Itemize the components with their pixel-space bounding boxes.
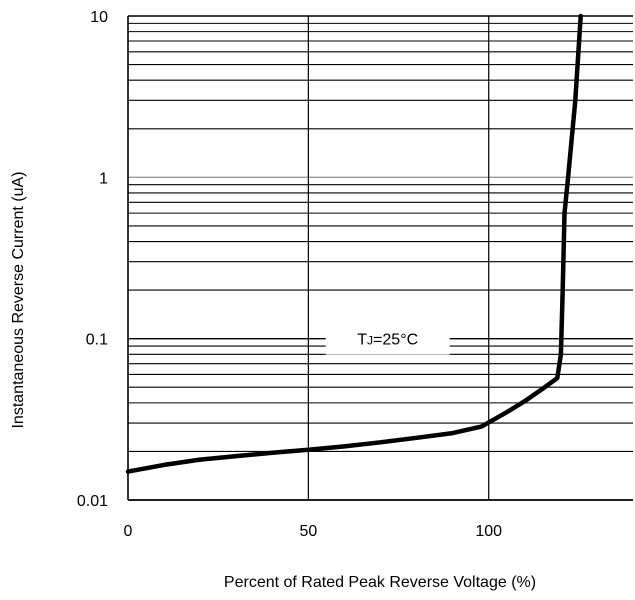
grid bbox=[127, 15, 633, 501]
annotation-tj: TJ=25°C bbox=[357, 332, 418, 349]
annotation-subscript: J bbox=[367, 334, 373, 348]
x-tick-label: 50 bbox=[299, 523, 317, 540]
y-tick-label: 10 bbox=[90, 9, 108, 26]
x-tick-label: 0 bbox=[124, 523, 133, 540]
y-tick-label: 0.01 bbox=[77, 493, 108, 510]
annotation-prefix: T bbox=[357, 332, 367, 349]
y-tick-label: 0.1 bbox=[86, 332, 108, 349]
x-tick-label: 100 bbox=[475, 523, 502, 540]
series-layer bbox=[125, 13, 583, 474]
annotation-layer: TJ=25°C bbox=[325, 324, 450, 355]
y-axis-label: Instantaneous Reverse Current (uA) bbox=[10, 171, 27, 429]
annotation-suffix: =25°C bbox=[373, 332, 418, 349]
x-axis-label: Percent of Rated Peak Reverse Voltage (%… bbox=[223, 574, 537, 591]
series-line bbox=[125, 13, 583, 474]
y-tick-label: 1 bbox=[99, 170, 108, 187]
annotation-background bbox=[325, 324, 450, 355]
